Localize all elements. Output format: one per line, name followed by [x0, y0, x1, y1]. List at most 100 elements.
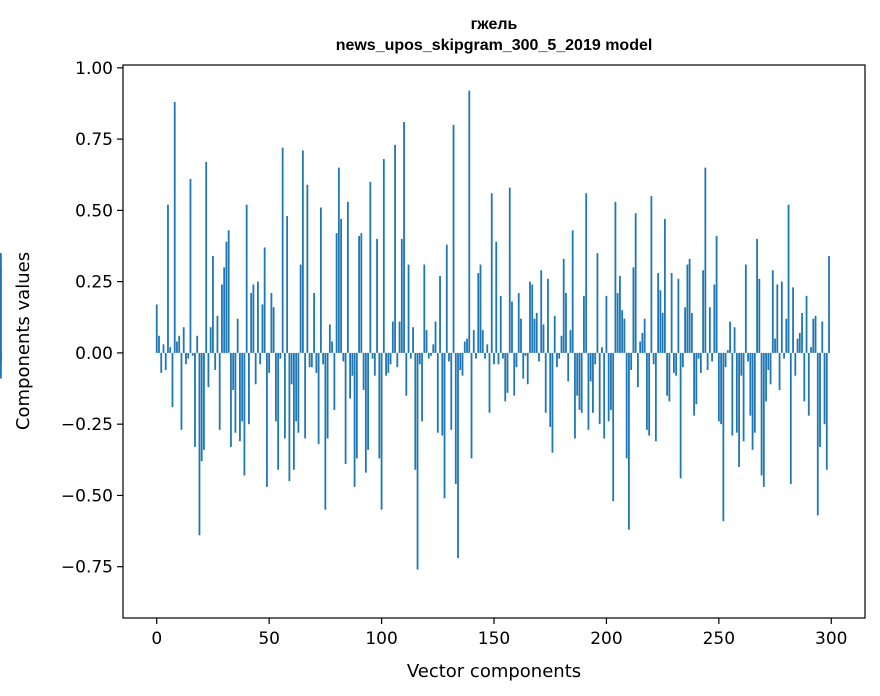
bar — [301, 150, 304, 353]
bar — [391, 321, 394, 353]
bar — [733, 327, 736, 353]
bar — [171, 352, 174, 408]
bar — [295, 352, 298, 422]
bar — [540, 270, 543, 353]
bar — [452, 124, 455, 353]
bar — [308, 352, 311, 368]
bar — [767, 352, 770, 370]
bar — [533, 318, 536, 353]
bar — [650, 196, 653, 353]
bar — [241, 352, 244, 422]
x-axis-label: Vector components — [407, 661, 581, 682]
bar — [713, 284, 716, 353]
bar — [605, 295, 608, 353]
bar — [619, 275, 621, 353]
bar — [668, 352, 671, 402]
bar — [335, 233, 338, 353]
bar — [789, 352, 792, 485]
bar — [706, 352, 709, 370]
bar — [634, 213, 637, 353]
bar — [686, 264, 689, 353]
bar — [749, 352, 752, 416]
bar — [398, 321, 401, 353]
bar — [583, 295, 585, 353]
bar — [484, 352, 486, 359]
bar — [364, 352, 367, 473]
bar — [261, 304, 264, 353]
bar — [520, 318, 522, 353]
bar — [457, 352, 459, 559]
bar — [646, 352, 648, 430]
bar — [601, 347, 603, 353]
bar — [182, 327, 185, 353]
bar — [569, 330, 572, 353]
bar — [286, 216, 289, 353]
bar — [699, 352, 702, 373]
y-tick-label: 0.25 — [75, 273, 113, 293]
bar — [209, 327, 212, 353]
bar — [720, 352, 722, 425]
bar — [385, 352, 387, 376]
bar — [596, 253, 599, 353]
bar — [630, 352, 633, 370]
bar — [387, 352, 390, 373]
bar — [565, 293, 567, 353]
bar — [461, 352, 464, 376]
bar — [275, 352, 277, 422]
bar — [250, 293, 253, 353]
bar — [367, 352, 369, 450]
bar — [389, 352, 392, 365]
bar — [194, 352, 196, 447]
bar — [753, 352, 756, 433]
bar — [529, 281, 531, 353]
bar — [227, 230, 230, 353]
bar — [299, 264, 302, 353]
bar — [252, 284, 255, 353]
bar — [230, 352, 232, 447]
bar — [306, 184, 309, 353]
bar — [315, 352, 318, 373]
bar — [221, 284, 223, 353]
bar — [459, 352, 462, 370]
bar — [337, 167, 340, 353]
bar — [670, 273, 673, 353]
bar — [331, 341, 334, 353]
bar — [769, 352, 772, 385]
bar — [792, 287, 794, 353]
bar — [328, 324, 331, 353]
bar — [0, 352, 2, 379]
y-tick-label: −0.50 — [61, 486, 113, 506]
bar — [214, 352, 217, 370]
bar — [349, 352, 351, 399]
bar — [254, 352, 257, 385]
bar — [346, 201, 349, 353]
bar — [726, 350, 729, 353]
bar — [481, 330, 484, 353]
bar — [787, 204, 790, 353]
bar — [326, 352, 329, 439]
bar — [169, 347, 172, 353]
bar — [783, 352, 785, 359]
bar — [522, 352, 525, 379]
bar — [416, 352, 419, 570]
bar — [272, 307, 275, 353]
bar — [654, 352, 657, 442]
bar — [666, 352, 669, 396]
bar — [281, 147, 284, 353]
bar — [425, 330, 428, 353]
bar — [607, 352, 610, 422]
bar — [185, 352, 187, 365]
bar — [277, 352, 280, 470]
bar — [711, 352, 713, 362]
bar — [176, 341, 178, 353]
bar — [603, 352, 606, 439]
bar — [477, 273, 480, 353]
bar — [223, 267, 226, 353]
bar — [288, 352, 291, 482]
bar — [189, 179, 192, 353]
bar — [495, 241, 498, 353]
bar — [403, 122, 405, 353]
x-tick-label: 100 — [365, 629, 397, 649]
bar — [396, 352, 399, 368]
